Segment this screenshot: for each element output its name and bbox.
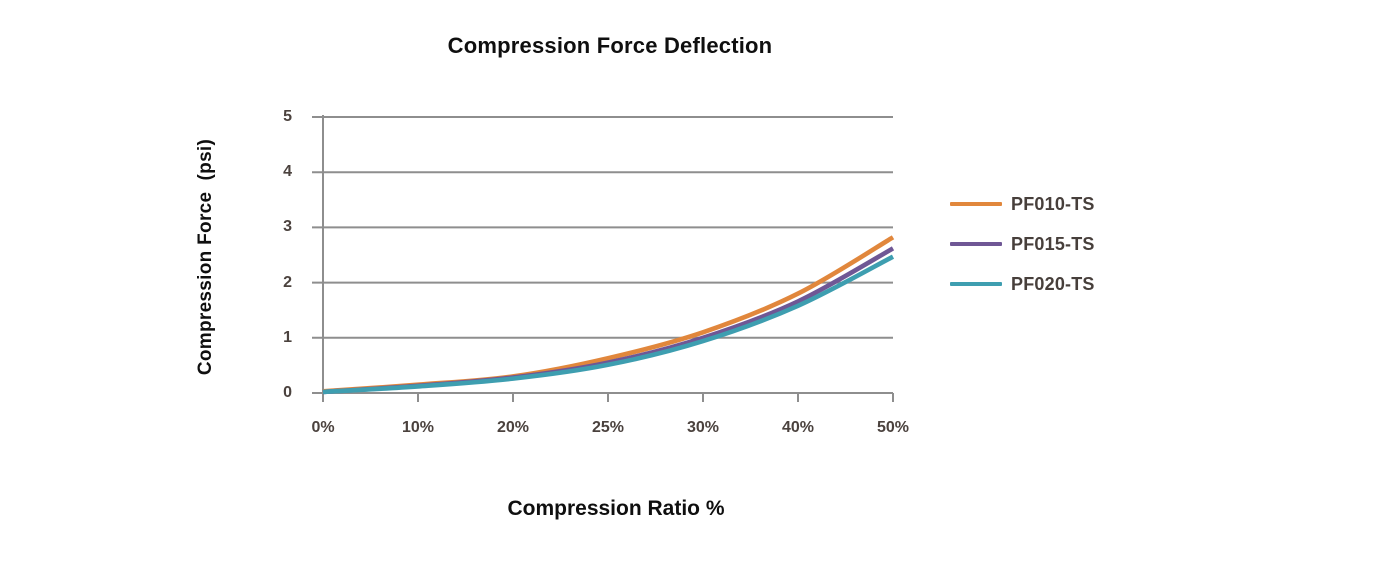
x-tick-label-20%: 20% — [496, 419, 530, 436]
y-tick-label-5: 5 — [283, 108, 292, 125]
legend-label: PF015-TS — [1011, 233, 1095, 254]
legend-label: PF020-TS — [1011, 273, 1095, 294]
x-tick-label-40%: 40% — [781, 419, 815, 436]
y-tick-label-0: 0 — [283, 384, 292, 401]
y-tick-label-4: 4 — [283, 163, 292, 181]
series-line-PF020-TS — [322, 254, 895, 395]
x-tick-label-30%: 30% — [686, 419, 720, 436]
x-tick-label-25%: 25% — [591, 419, 625, 436]
legend-label: PF010-TS — [1011, 193, 1095, 214]
y-tick-label-2: 2 — [283, 273, 292, 291]
y-tick-label-1: 1 — [283, 328, 292, 346]
legend: PF010-TS PF015-TS PF020-TS — [950, 184, 1095, 304]
legend-line-swatch — [950, 282, 1002, 286]
x-tick-label-50%: 50% — [876, 419, 910, 436]
legend-item-PF020-TS: PF020-TS — [950, 264, 1095, 304]
legend-item-PF010-TS: PF010-TS — [950, 184, 1095, 224]
x-tick-label-0%: 0% — [311, 419, 335, 436]
legend-item-PF015-TS: PF015-TS — [950, 224, 1095, 264]
legend-line-swatch — [950, 202, 1002, 206]
series-line-PF015-TS — [322, 246, 895, 395]
legend-line-swatch — [950, 242, 1002, 246]
x-tick-label-10%: 10% — [401, 419, 435, 436]
series-line-PF010-TS — [322, 235, 895, 394]
y-tick-label-3: 3 — [283, 218, 292, 236]
x-axis-title: Compression Ratio % — [507, 497, 725, 520]
chart-title: Compression Force Deflection — [447, 33, 773, 58]
